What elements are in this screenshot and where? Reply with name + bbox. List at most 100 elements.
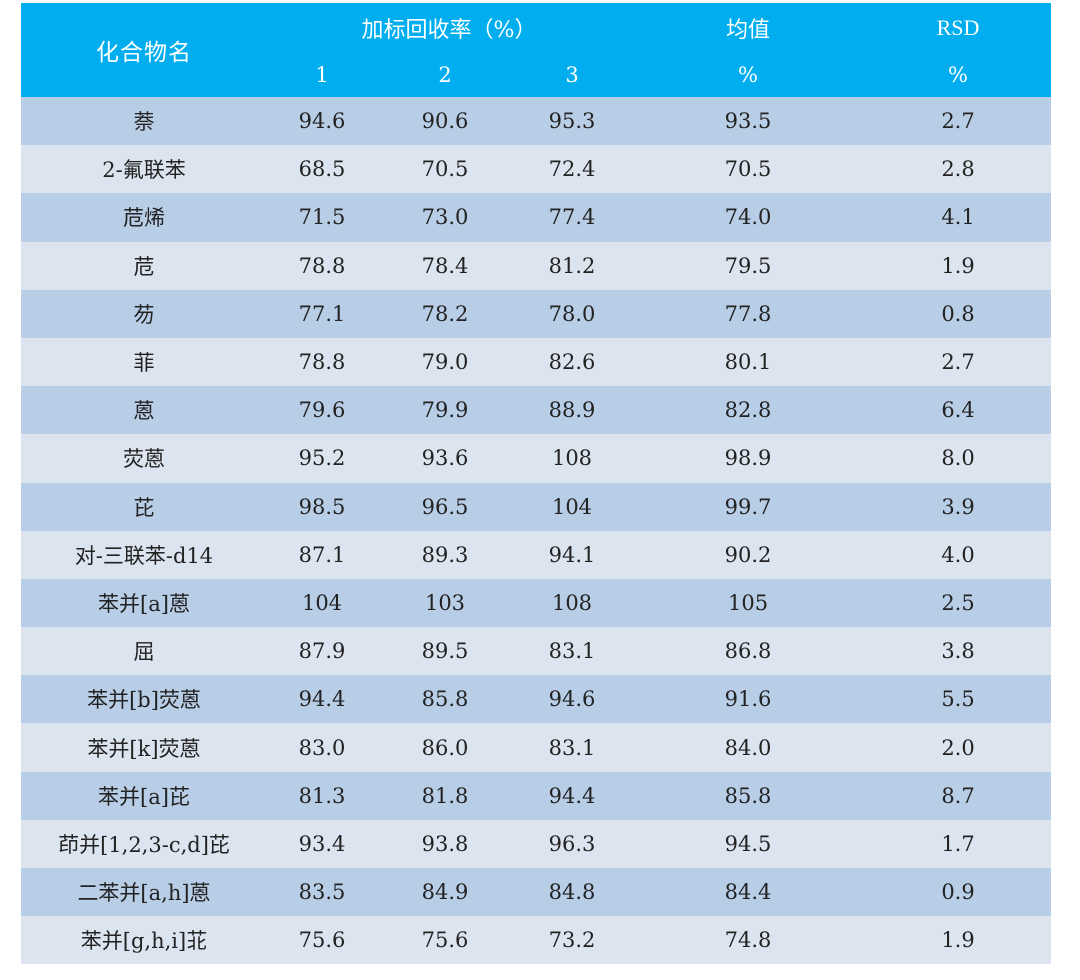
mean-cell: 93.5 bbox=[631, 97, 866, 146]
replicate-3-cell: 81.2 bbox=[513, 241, 632, 290]
compound-name-cell: 芘 bbox=[21, 482, 267, 531]
replicate-3-cell: 104 bbox=[513, 482, 632, 531]
replicate-3-cell: 108 bbox=[513, 434, 632, 483]
replicate-2-cell: 81.8 bbox=[377, 771, 513, 820]
replicate-2-cell: 79.0 bbox=[377, 337, 513, 387]
mean-cell: 90.2 bbox=[631, 530, 866, 579]
header-compound-name: 化合物名 bbox=[21, 3, 267, 97]
mean-cell: 74.8 bbox=[631, 916, 866, 965]
replicate-3-cell: 94.4 bbox=[513, 771, 632, 820]
table-header: 化合物名 加标回收率（%） 均值 RSD 1 2 3 % % bbox=[21, 3, 1052, 97]
table-row: 苊 78.8 78.4 81.2 79.5 1.9 bbox=[21, 241, 1052, 290]
compound-name-cell: 苯并[k]荧蒽 bbox=[21, 723, 267, 772]
replicate-2-cell: 90.6 bbox=[377, 97, 513, 146]
replicate-1-cell: 83.5 bbox=[267, 868, 377, 917]
header-replicate-2: 2 bbox=[377, 53, 513, 97]
table-row: 苯并[k]荧蒽 83.0 86.0 83.1 84.0 2.0 bbox=[21, 723, 1052, 772]
table-body: 萘 94.6 90.6 95.3 93.5 2.7 2-氟联苯 68.5 70.5 72.4 70.… bbox=[21, 97, 1052, 965]
table-row: 屈 87.9 89.5 83.1 86.8 3.8 bbox=[21, 627, 1052, 676]
table-row: 蒽 79.6 79.9 88.9 82.8 6.4 bbox=[21, 386, 1052, 435]
compound-name-cell: 苯并[a]蒽 bbox=[21, 578, 267, 628]
replicate-1-cell: 95.2 bbox=[267, 434, 377, 483]
replicate-3-cell: 108 bbox=[513, 578, 632, 628]
replicate-2-cell: 79.9 bbox=[377, 386, 513, 435]
replicate-3-cell: 83.1 bbox=[513, 627, 632, 676]
mean-cell: 91.6 bbox=[631, 675, 866, 724]
compound-name-cell: 2-氟联苯 bbox=[21, 145, 267, 194]
replicate-1-cell: 79.6 bbox=[267, 386, 377, 435]
replicate-1-cell: 104 bbox=[267, 578, 377, 628]
replicate-3-cell: 94.1 bbox=[513, 530, 632, 579]
rsd-cell: 2.5 bbox=[865, 578, 1052, 628]
header-rsd: RSD bbox=[865, 3, 1052, 53]
replicate-1-cell: 71.5 bbox=[267, 193, 377, 242]
compound-name-cell: 苊 bbox=[21, 241, 267, 290]
mean-cell: 105 bbox=[631, 578, 866, 628]
replicate-3-cell: 88.9 bbox=[513, 386, 632, 435]
replicate-1-cell: 87.9 bbox=[267, 627, 377, 676]
rsd-cell: 4.0 bbox=[865, 530, 1052, 579]
replicate-1-cell: 78.8 bbox=[267, 337, 377, 387]
replicate-2-cell: 70.5 bbox=[377, 145, 513, 194]
replicate-3-cell: 72.4 bbox=[513, 145, 632, 194]
replicate-1-cell: 94.6 bbox=[267, 97, 377, 146]
table-row: 苯并[b]荧蒽 94.4 85.8 94.6 91.6 5.5 bbox=[21, 675, 1052, 724]
rsd-cell: 1.9 bbox=[865, 241, 1052, 290]
replicate-2-cell: 93.6 bbox=[377, 434, 513, 483]
table-row: 菲 78.8 79.0 82.6 80.1 2.7 bbox=[21, 337, 1052, 387]
compound-name-cell: 苊烯 bbox=[21, 193, 267, 242]
rsd-cell: 6.4 bbox=[865, 386, 1052, 435]
header-mean-unit: % bbox=[631, 53, 866, 97]
mean-cell: 85.8 bbox=[631, 771, 866, 820]
replicate-3-cell: 83.1 bbox=[513, 723, 632, 772]
compound-name-cell: 茚并[1,2,3-c,d]芘 bbox=[21, 819, 267, 868]
replicate-2-cell: 103 bbox=[377, 578, 513, 628]
rsd-cell: 0.8 bbox=[865, 289, 1052, 338]
table-row: 二苯并[a,h]蒽 83.5 84.9 84.8 84.4 0.9 bbox=[21, 868, 1052, 917]
replicate-1-cell: 68.5 bbox=[267, 145, 377, 194]
table-row: 苊烯 71.5 73.0 77.4 74.0 4.1 bbox=[21, 193, 1052, 242]
table-row: 萘 94.6 90.6 95.3 93.5 2.7 bbox=[21, 97, 1052, 146]
mean-cell: 84.0 bbox=[631, 723, 866, 772]
table-row: 苯并[a]芘 81.3 81.8 94.4 85.8 8.7 bbox=[21, 771, 1052, 820]
compound-name-cell: 苯并[g,h,i]苝 bbox=[21, 916, 267, 965]
mean-cell: 74.0 bbox=[631, 193, 866, 242]
rsd-cell: 4.1 bbox=[865, 193, 1052, 242]
compound-name-cell: 屈 bbox=[21, 627, 267, 676]
rsd-cell: 1.7 bbox=[865, 819, 1052, 868]
compound-name-cell: 苯并[b]荧蒽 bbox=[21, 675, 267, 724]
replicate-1-cell: 83.0 bbox=[267, 723, 377, 772]
table-row: 芴 77.1 78.2 78.0 77.8 0.8 bbox=[21, 289, 1052, 338]
replicate-2-cell: 89.5 bbox=[377, 627, 513, 676]
replicate-1-cell: 94.4 bbox=[267, 675, 377, 724]
replicate-1-cell: 87.1 bbox=[267, 530, 377, 579]
replicate-1-cell: 93.4 bbox=[267, 819, 377, 868]
spike-recovery-table: 化合物名 加标回收率（%） 均值 RSD 1 2 3 % % 萘 94.6 90.6… bbox=[21, 3, 1052, 965]
header-replicate-1: 1 bbox=[267, 53, 377, 97]
mean-cell: 82.8 bbox=[631, 386, 866, 435]
table-row: 芘 98.5 96.5 104 99.7 3.9 bbox=[21, 482, 1052, 531]
replicate-1-cell: 78.8 bbox=[267, 241, 377, 290]
rsd-cell: 3.9 bbox=[865, 482, 1052, 531]
replicate-3-cell: 94.6 bbox=[513, 675, 632, 724]
rsd-cell: 2.7 bbox=[865, 337, 1052, 387]
replicate-2-cell: 84.9 bbox=[377, 868, 513, 917]
replicate-2-cell: 78.4 bbox=[377, 241, 513, 290]
compound-name-cell: 萘 bbox=[21, 97, 267, 146]
header-rsd-unit: % bbox=[865, 53, 1052, 97]
mean-cell: 70.5 bbox=[631, 145, 866, 194]
table-row: 苯并[g,h,i]苝 75.6 75.6 73.2 74.8 1.9 bbox=[21, 916, 1052, 965]
rsd-cell: 2.7 bbox=[865, 97, 1052, 146]
mean-cell: 86.8 bbox=[631, 627, 866, 676]
rsd-cell: 0.9 bbox=[865, 868, 1052, 917]
compound-name-cell: 荧蒽 bbox=[21, 434, 267, 483]
compound-name-cell: 对-三联苯-d14 bbox=[21, 530, 267, 579]
replicate-3-cell: 73.2 bbox=[513, 916, 632, 965]
mean-cell: 84.4 bbox=[631, 868, 866, 917]
rsd-cell: 1.9 bbox=[865, 916, 1052, 965]
replicate-3-cell: 78.0 bbox=[513, 289, 632, 338]
table-row: 苯并[a]蒽 104 103 108 105 2.5 bbox=[21, 578, 1052, 628]
replicate-3-cell: 95.3 bbox=[513, 97, 632, 146]
mean-cell: 80.1 bbox=[631, 337, 866, 387]
mean-cell: 94.5 bbox=[631, 819, 866, 868]
